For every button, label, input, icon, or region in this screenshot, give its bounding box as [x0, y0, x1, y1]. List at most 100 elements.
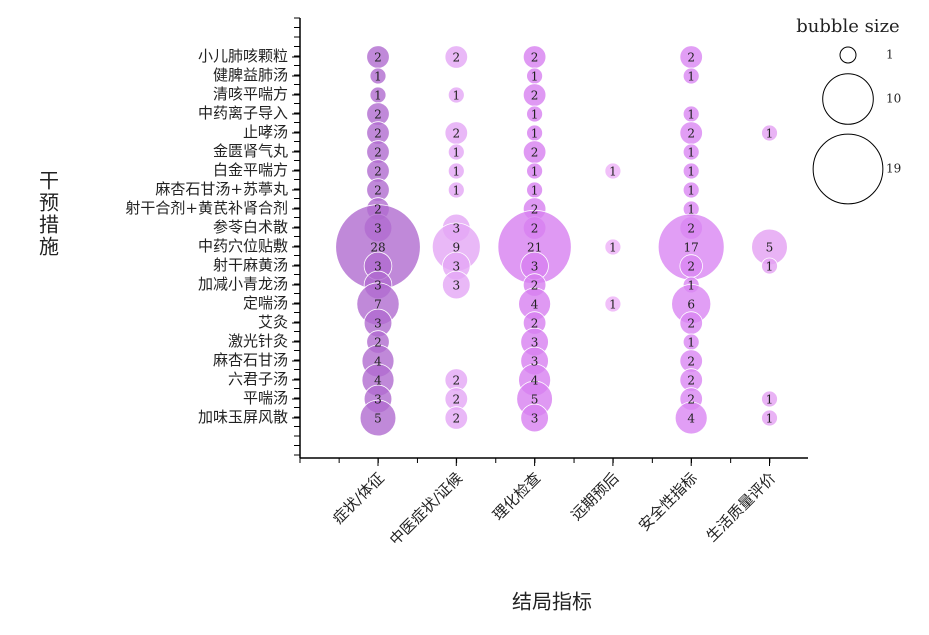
data-label: 2	[687, 127, 695, 141]
y-tick-label: 中药穴位贴敷	[198, 237, 288, 255]
y-tick-label: 小儿肺咳颗粒	[198, 47, 288, 65]
bubble	[604, 295, 622, 313]
data-label: 2	[687, 51, 695, 65]
data-label: 1	[766, 393, 774, 407]
y-tick-label: 中药离子导入	[198, 104, 288, 122]
data-label: 2	[374, 51, 382, 65]
data-label: 2	[687, 260, 695, 274]
data-label: 4	[531, 298, 539, 312]
y-tick-label: 白金平喘方	[213, 161, 288, 179]
data-label: 4	[687, 412, 695, 426]
data-label: 1	[452, 184, 460, 198]
data-label: 3	[452, 260, 460, 274]
data-label: 2	[531, 222, 539, 236]
x-axis-title: 结局指标	[512, 590, 592, 614]
data-label: 7	[374, 298, 382, 312]
bubble	[761, 409, 778, 427]
data-label: 2	[687, 355, 695, 369]
data-label: 2	[687, 317, 695, 331]
data-label: 3	[374, 260, 382, 274]
data-label: 1	[766, 412, 774, 426]
bubble	[520, 403, 549, 433]
y-tick-label: 艾灸	[258, 313, 288, 331]
data-label: 5	[531, 393, 539, 407]
legend-bubble	[822, 73, 874, 125]
data-label: 1	[452, 165, 460, 179]
data-label: 2	[531, 279, 539, 293]
data-label: 1	[609, 241, 617, 255]
data-label: 1	[687, 146, 695, 160]
y-tick-label: 射干麻黄汤	[213, 256, 288, 274]
data-label: 1	[687, 165, 695, 179]
data-label: 21	[527, 241, 542, 255]
x-tick-label: 生活质量评价	[703, 469, 779, 545]
data-label: 3	[374, 393, 382, 407]
data-label: 2	[374, 336, 382, 350]
bubble	[447, 143, 465, 161]
data-label: 1	[531, 165, 539, 179]
data-label: 9	[452, 241, 460, 255]
bubble	[447, 86, 465, 104]
bubble	[447, 162, 465, 180]
data-label: 1	[531, 108, 539, 122]
y-tick-label: 六君子汤	[228, 370, 288, 388]
legend-bubble	[839, 46, 857, 64]
legend-label: 1	[886, 48, 894, 62]
bubble	[761, 390, 778, 408]
data-label: 1	[452, 146, 460, 160]
data-label: 2	[531, 89, 539, 103]
data-label: 2	[374, 108, 382, 122]
legend-bubble	[812, 133, 884, 205]
data-label: 2	[452, 51, 460, 65]
bubble	[369, 67, 387, 85]
bubble	[674, 401, 708, 435]
x-tick-label: 症状/体征	[329, 469, 388, 528]
data-label: 3	[374, 279, 382, 293]
y-axis-title: 干预措施	[36, 170, 60, 258]
bubble	[682, 67, 700, 85]
x-tick-label: 安全性指标	[635, 469, 701, 535]
data-label: 2	[374, 184, 382, 198]
data-label: 2	[687, 222, 695, 236]
data-label: 3	[374, 222, 382, 236]
y-tick-label: 参苓白术散	[213, 218, 288, 236]
bubble	[526, 162, 543, 180]
data-label: 2	[374, 127, 382, 141]
y-tick-label: 麻杏石甘汤+苏葶丸	[155, 180, 288, 198]
data-label: 2	[531, 146, 539, 160]
data-label: 3	[531, 355, 539, 369]
bubble	[526, 105, 543, 123]
y-tick-label: 健脾益肺汤	[213, 66, 288, 84]
bubble	[604, 162, 622, 180]
bubble	[682, 143, 700, 161]
y-tick-label: 平喘汤	[243, 389, 288, 407]
data-label: 3	[452, 222, 460, 236]
data-label: 2	[452, 393, 460, 407]
data-label: 1	[374, 70, 382, 84]
data-label: 1	[687, 70, 695, 84]
legend-label: 19	[886, 162, 901, 176]
data-label: 2	[531, 51, 539, 65]
x-tick-label: 理化检查	[489, 469, 544, 524]
data-label: 2	[531, 203, 539, 217]
bubble	[444, 406, 469, 430]
data-label: 2	[452, 127, 460, 141]
data-label: 3	[531, 412, 539, 426]
data-label: 1	[452, 89, 460, 103]
bubble	[442, 270, 471, 300]
y-tick-label: 加减小青龙汤	[198, 275, 288, 293]
data-label: 28	[370, 241, 385, 255]
data-label: 1	[687, 203, 695, 217]
data-label: 2	[374, 203, 382, 217]
data-label: 1	[766, 127, 774, 141]
data-label: 1	[687, 108, 695, 122]
bubble	[761, 124, 778, 142]
bubble	[761, 257, 778, 275]
data-label: 2	[687, 374, 695, 388]
data-label: 5	[374, 412, 382, 426]
bubble	[359, 399, 397, 437]
y-tick-label: 麻杏石甘汤	[213, 351, 288, 369]
data-label: 4	[531, 374, 539, 388]
data-label: 2	[452, 412, 460, 426]
